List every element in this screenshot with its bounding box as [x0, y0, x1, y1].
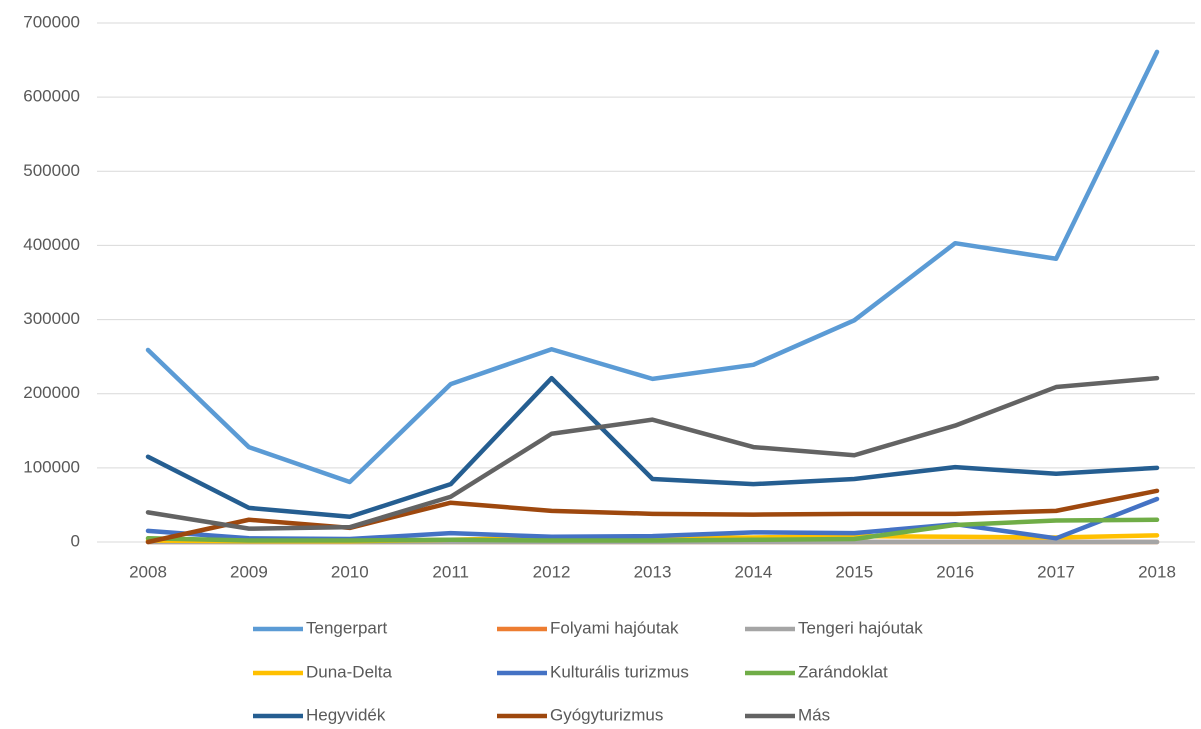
legend-label: Más: [798, 705, 830, 724]
x-tick-label: 2015: [835, 562, 873, 581]
legend-label: Tengerpart: [306, 618, 388, 637]
x-tick-label: 2010: [331, 562, 369, 581]
x-tick-label: 2009: [230, 562, 268, 581]
y-tick-label: 300000: [23, 309, 80, 328]
x-tick-label: 2013: [634, 562, 672, 581]
x-tick-label: 2018: [1138, 562, 1176, 581]
x-tick-label: 2014: [734, 562, 772, 581]
legend-label: Tengeri hajóutak: [798, 618, 923, 637]
series-line: [145, 375, 1160, 531]
legend-label: Hegyvidék: [306, 705, 386, 724]
x-tick-label: 2017: [1037, 562, 1075, 581]
y-tick-label: 200000: [23, 383, 80, 402]
legend-label: Kulturális turizmus: [550, 662, 689, 681]
legend-label: Folyami hajóutak: [550, 618, 679, 637]
series-line: [145, 517, 1160, 543]
series-line: [145, 488, 1160, 545]
series-line: [145, 375, 1160, 520]
x-tick-label: 2016: [936, 562, 974, 581]
x-tick-label: 2008: [129, 562, 167, 581]
series-line: [145, 49, 1160, 485]
y-tick-label: 600000: [23, 87, 80, 106]
x-tick-label: 2011: [432, 562, 469, 581]
legend-label: Zarándoklat: [798, 662, 888, 681]
series-line: [145, 496, 1160, 542]
y-tick-label: 100000: [23, 457, 80, 476]
x-tick-label: 2012: [533, 562, 571, 581]
y-tick-label: 500000: [23, 161, 80, 180]
y-tick-label: 700000: [23, 12, 80, 31]
legend-label: Gyógyturizmus: [550, 705, 663, 724]
legend-label: Duna-Delta: [306, 662, 393, 681]
y-tick-label: 0: [71, 531, 80, 550]
y-tick-label: 400000: [23, 235, 80, 254]
